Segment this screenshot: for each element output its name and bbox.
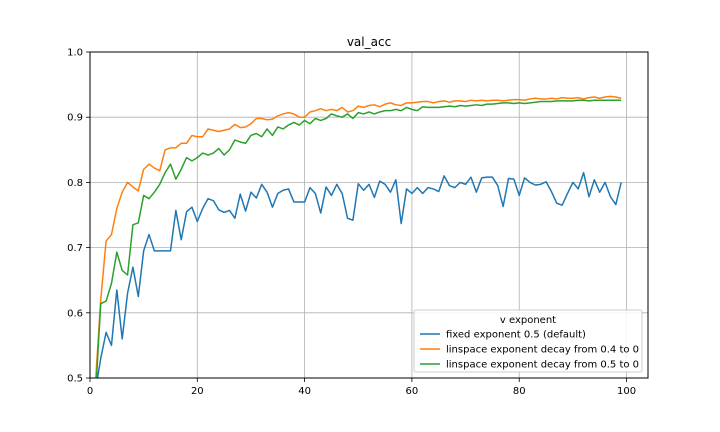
y-axis: 0.5 0.6 0.7 0.8 0.9 1.0 xyxy=(67,48,90,385)
x-tick-label: 20 xyxy=(191,386,204,397)
chart-title: val_acc xyxy=(347,35,391,49)
x-tick-label: 0 xyxy=(87,386,93,397)
series-lines xyxy=(95,95,622,378)
x-tick-label: 60 xyxy=(406,386,419,397)
y-tick-label: 0.5 xyxy=(67,374,83,385)
x-tick-label: 100 xyxy=(617,386,636,397)
x-tick-label: 80 xyxy=(513,386,526,397)
x-tick-label: 40 xyxy=(298,386,311,397)
y-tick-label: 0.6 xyxy=(67,308,83,319)
y-tick-label: 0.7 xyxy=(67,243,83,254)
y-tick-label: 0.8 xyxy=(67,178,83,189)
x-axis: 0 20 40 60 80 100 xyxy=(87,378,636,397)
y-tick-label: 1.0 xyxy=(67,48,83,59)
legend-box xyxy=(413,309,643,373)
legend-label: linspace exponent decay from 0.5 to 0 xyxy=(446,360,639,371)
legend-title: v exponent xyxy=(500,315,556,326)
legend-label: fixed exponent 0.5 (default) xyxy=(446,330,586,341)
series-line-3 xyxy=(95,99,622,378)
y-tick-label: 0.9 xyxy=(67,113,83,124)
legend: v exponent fixed exponent 0.5 (default) l… xyxy=(413,309,643,373)
legend-label: linspace exponent decay from 0.4 to 0 xyxy=(446,345,639,356)
series-line-2 xyxy=(95,95,622,378)
plot-frame xyxy=(89,51,649,379)
series-line-1 xyxy=(96,171,622,378)
